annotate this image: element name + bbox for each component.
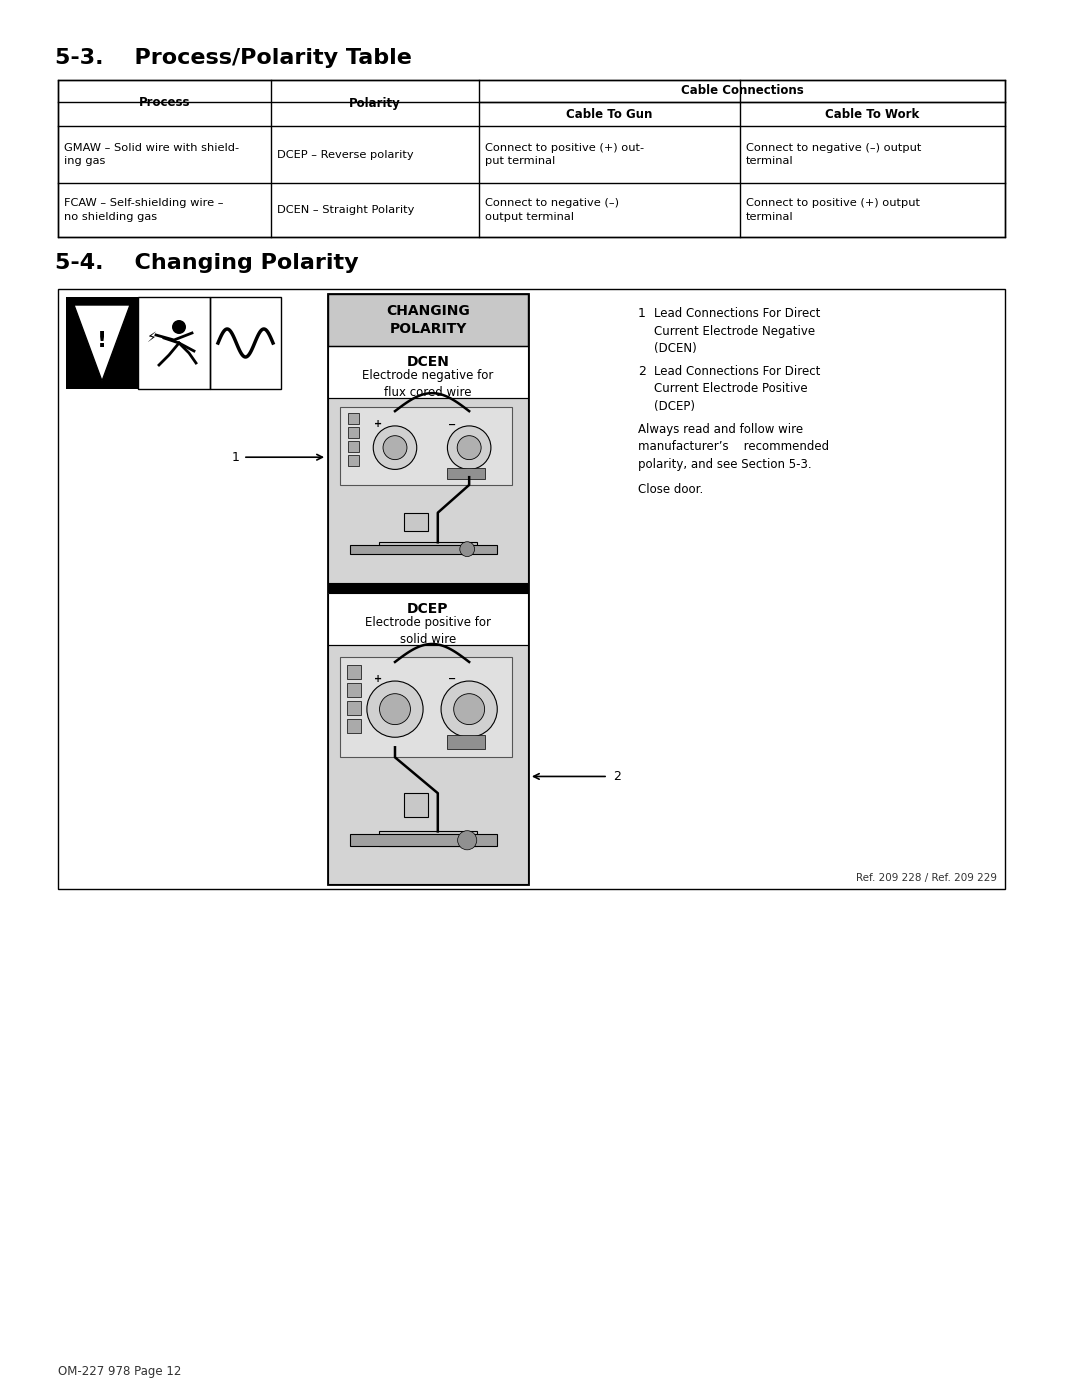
Bar: [348, 441, 359, 453]
Bar: [379, 542, 477, 553]
Circle shape: [367, 682, 423, 738]
Text: Lead Connections For Direct
Current Electrode Positive
(DCEP): Lead Connections For Direct Current Elec…: [654, 365, 821, 414]
Bar: [328, 592, 528, 645]
Text: +: +: [374, 673, 382, 685]
Text: Cable To Work: Cable To Work: [825, 108, 919, 120]
Text: OM-227 978 Page 12: OM-227 978 Page 12: [58, 1365, 181, 1377]
Text: !: !: [97, 331, 107, 351]
Text: Cable Connections: Cable Connections: [680, 84, 804, 98]
Text: −: −: [448, 419, 456, 429]
Text: Polarity: Polarity: [349, 96, 401, 109]
Bar: [348, 455, 359, 467]
Text: Close door.: Close door.: [638, 483, 703, 496]
Circle shape: [454, 694, 485, 725]
Text: GMAW – Solid wire with shield-
ing gas: GMAW – Solid wire with shield- ing gas: [64, 142, 239, 166]
Bar: [66, 298, 138, 388]
Bar: [58, 289, 1005, 888]
Bar: [58, 80, 1005, 237]
Circle shape: [457, 436, 481, 460]
Bar: [347, 683, 361, 697]
Bar: [447, 468, 485, 479]
Text: FCAW – Self-shielding wire –
no shielding gas: FCAW – Self-shielding wire – no shieldin…: [64, 198, 224, 222]
Text: Lead Connections For Direct
Current Electrode Negative
(DCEN): Lead Connections For Direct Current Elec…: [654, 307, 821, 355]
Text: Electrode negative for
flux cored wire: Electrode negative for flux cored wire: [362, 369, 494, 400]
Text: Ref. 209 228 / Ref. 209 229: Ref. 209 228 / Ref. 209 229: [856, 873, 997, 883]
Bar: [350, 834, 497, 847]
Text: Connect to negative (–) output
terminal: Connect to negative (–) output terminal: [746, 142, 921, 166]
Circle shape: [441, 682, 497, 738]
Bar: [340, 408, 512, 485]
Bar: [328, 293, 528, 346]
Text: 2: 2: [613, 770, 621, 782]
Bar: [447, 735, 485, 749]
Bar: [328, 398, 528, 583]
Bar: [347, 701, 361, 715]
Bar: [347, 665, 361, 679]
Circle shape: [447, 426, 491, 469]
Text: +: +: [374, 419, 382, 429]
Bar: [328, 583, 528, 592]
Text: DCEN: DCEN: [406, 355, 449, 369]
Text: Cable To Gun: Cable To Gun: [566, 108, 652, 120]
Bar: [138, 298, 210, 388]
Bar: [328, 346, 528, 398]
Bar: [348, 414, 359, 425]
Text: 5-3.    Process/Polarity Table: 5-3. Process/Polarity Table: [55, 47, 411, 68]
Text: 1: 1: [232, 451, 240, 464]
Circle shape: [172, 320, 186, 334]
Text: 1: 1: [638, 307, 646, 320]
Bar: [210, 298, 281, 388]
Bar: [328, 592, 528, 645]
Text: Connect to positive (+) output
terminal: Connect to positive (+) output terminal: [746, 198, 920, 222]
Text: Electrode positive for
solid wire: Electrode positive for solid wire: [365, 616, 491, 645]
Text: Connect to negative (–)
output terminal: Connect to negative (–) output terminal: [485, 198, 620, 222]
Text: CHANGING
POLARITY: CHANGING POLARITY: [387, 305, 470, 335]
Bar: [58, 80, 1005, 237]
Bar: [379, 831, 477, 845]
Text: DCEP: DCEP: [407, 602, 449, 616]
Text: 2: 2: [638, 365, 646, 379]
Bar: [328, 645, 528, 884]
Bar: [210, 298, 281, 388]
Text: Connect to positive (+) out-
put terminal: Connect to positive (+) out- put termina…: [485, 142, 645, 166]
Circle shape: [379, 694, 410, 725]
Bar: [350, 545, 497, 553]
Text: Always read and follow wire
manufacturer’s    recommended
polarity, and see Sect: Always read and follow wire manufacturer…: [638, 423, 829, 471]
Polygon shape: [75, 305, 130, 381]
Circle shape: [460, 542, 474, 556]
Text: Process: Process: [139, 96, 190, 109]
Bar: [138, 298, 210, 388]
Text: 5-4.    Changing Polarity: 5-4. Changing Polarity: [55, 253, 359, 272]
Bar: [328, 346, 528, 398]
Text: −: −: [448, 673, 456, 685]
Text: DCEN – Straight Polarity: DCEN – Straight Polarity: [278, 205, 415, 215]
Bar: [405, 793, 428, 817]
Text: ⚡: ⚡: [147, 331, 157, 345]
Bar: [348, 427, 359, 439]
Text: DCEP – Reverse polarity: DCEP – Reverse polarity: [278, 149, 414, 159]
Bar: [405, 513, 428, 531]
Circle shape: [383, 436, 407, 460]
Bar: [347, 719, 361, 733]
Bar: [328, 293, 528, 884]
Circle shape: [374, 426, 417, 469]
Bar: [328, 293, 528, 346]
Bar: [340, 657, 512, 757]
Circle shape: [458, 831, 476, 849]
